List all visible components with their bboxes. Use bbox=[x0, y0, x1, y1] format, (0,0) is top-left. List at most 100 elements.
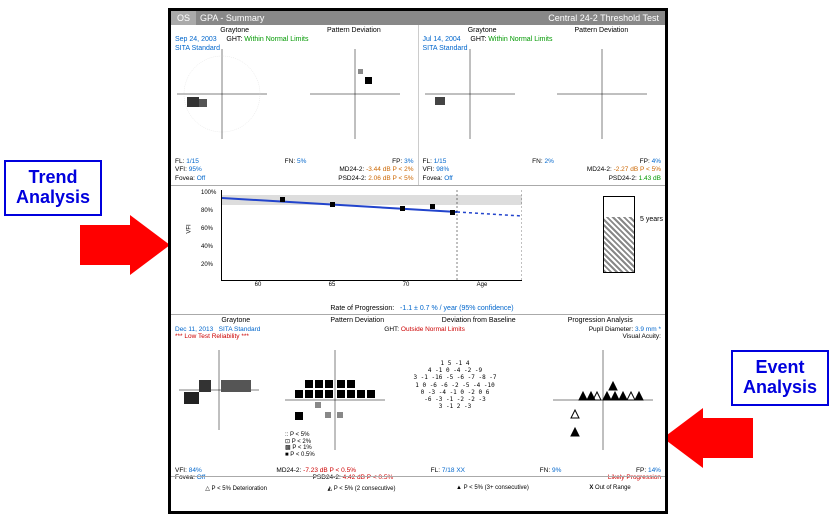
bt-pupil-l: Pupil Diameter: bbox=[589, 326, 633, 333]
bc3: Progression Analysis bbox=[540, 317, 662, 324]
trend-analysis-callout: Trend Analysis bbox=[4, 160, 102, 216]
p2-fl: 1/15 bbox=[434, 158, 447, 165]
trend-label-2: Analysis bbox=[16, 187, 90, 207]
p1-fp-l: FP: bbox=[392, 158, 402, 165]
leg-oor: Out of Range bbox=[595, 485, 631, 491]
five-year-hatch bbox=[604, 217, 634, 272]
deviation-from-baseline: 1 5 -1 4 4 -1 0 -4 -2 -9 3 -1 -16 -5 -6 … bbox=[405, 360, 505, 410]
event-arrow-icon bbox=[663, 408, 753, 468]
bt-vfi-l: VFI: bbox=[175, 467, 187, 474]
p1-fov: Off bbox=[197, 175, 206, 182]
header-test-type: Central 24-2 Threshold Test bbox=[548, 13, 665, 23]
xt3: Age bbox=[477, 282, 488, 288]
leg-d: P < 5% Deterioration bbox=[212, 486, 267, 492]
baseline-panel-1: Graytone Pattern Deviation Sep 24, 2003 … bbox=[171, 25, 419, 185]
baseline-section: Graytone Pattern Deviation Sep 24, 2003 … bbox=[171, 25, 665, 185]
p2-fp: 4% bbox=[652, 158, 661, 165]
bt-vfi: 84% bbox=[189, 467, 202, 474]
trend-xaxis: 60 65 70 Age bbox=[221, 282, 521, 288]
panel2-col-headers: Graytone Pattern Deviation bbox=[423, 27, 662, 34]
p1-fn: 5% bbox=[297, 158, 306, 165]
dr4: 0 -3 -4 -1 0 -2 0 6 bbox=[405, 389, 505, 396]
panel1-ght: Within Normal Limits bbox=[244, 36, 308, 43]
panel2-ght-label: GHT: bbox=[470, 36, 486, 43]
p2-fn-l: FN: bbox=[532, 158, 542, 165]
p1-md-l: MD24-2: bbox=[339, 166, 364, 173]
bt-date: Dec 11, 2013 bbox=[175, 326, 213, 333]
p1-vfi-l: VFI: bbox=[175, 166, 187, 173]
pl1: ⊡ P < 2% bbox=[285, 439, 315, 446]
panel2-stats: FL: 1/15 FN: 2% FP: 4% VFI: 98% MD24-2: … bbox=[423, 158, 662, 183]
rop-v: -1.1 ± 0.7 % / year (95% confidence) bbox=[400, 305, 514, 312]
panel1-col-headers: Graytone Pattern Deviation bbox=[175, 27, 414, 34]
panel2-col2: Pattern Deviation bbox=[542, 27, 661, 34]
legend-row: △ P < 5% Deterioration ◭ P < 5% (2 conse… bbox=[171, 476, 665, 499]
leg-c3: P < 5% (3+ consecutive) bbox=[464, 485, 529, 491]
xt0: 60 bbox=[255, 282, 262, 288]
xt2: 70 bbox=[403, 282, 410, 288]
panel2-col1: Graytone bbox=[423, 27, 542, 34]
bt-fp: 14% bbox=[648, 467, 661, 474]
gpa-summary-report: OS GPA - Summary Central 24-2 Threshold … bbox=[168, 8, 668, 514]
leg-c2: P < 5% (2 consecutive) bbox=[334, 486, 396, 492]
pl2: ▩ P < 1% bbox=[285, 445, 315, 452]
header-title: GPA - Summary bbox=[200, 13, 548, 23]
yt4: 20% bbox=[201, 262, 216, 280]
bt-ght-l: GHT: bbox=[384, 326, 399, 333]
leg-hs: ◭ bbox=[327, 486, 332, 492]
trend-arrow-icon bbox=[80, 215, 170, 275]
p1-fl-l: FL: bbox=[175, 158, 184, 165]
panel1-pattern-deviation bbox=[310, 49, 400, 139]
header-bar: OS GPA - Summary Central 24-2 Threshold … bbox=[171, 11, 665, 25]
p1-fp: 3% bbox=[404, 158, 413, 165]
followup-greytone bbox=[179, 350, 259, 430]
p2-fn: 2% bbox=[544, 158, 553, 165]
followup-section: Graytone Pattern Deviation Deviation fro… bbox=[171, 315, 665, 499]
p1-fn-l: FN: bbox=[285, 158, 295, 165]
panel1-col1: Graytone bbox=[175, 27, 294, 34]
bt-md: -7.23 dB P < 0.5% bbox=[303, 467, 356, 474]
leg-fs: ▲ bbox=[456, 485, 462, 491]
bt-sita: SITA Standard bbox=[219, 326, 261, 333]
five-year-label: 5 years bbox=[640, 216, 663, 223]
p2-vfi: 98% bbox=[436, 166, 449, 173]
p2-md-l: MD24-2: bbox=[587, 166, 612, 173]
panel1-date: Sep 24, 2003 bbox=[175, 36, 217, 43]
event-analysis-callout: Event Analysis bbox=[731, 350, 829, 406]
trend-ylabel: VFI bbox=[187, 224, 193, 233]
yt0: 100% bbox=[201, 190, 216, 208]
p1-psd-l: PSD24-2: bbox=[338, 175, 366, 182]
bt-va: Visual Acuity: bbox=[622, 333, 661, 340]
panel1-stats: FL: 1/15 FN: 5% FP: 3% VFI: 95% MD24-2: … bbox=[175, 158, 414, 183]
panel2-greytone-plot bbox=[425, 49, 515, 139]
xt1: 65 bbox=[329, 282, 336, 288]
p2-psd-l: PSD24-2: bbox=[609, 175, 637, 182]
os-tag: OS bbox=[171, 11, 196, 25]
trend-chart bbox=[221, 190, 522, 281]
bt-md-l: MD24-2: bbox=[276, 467, 301, 474]
bt-pupil: 3.9 mm * bbox=[635, 326, 661, 333]
yt1: 80% bbox=[201, 208, 216, 226]
bt-fp-l: FP: bbox=[636, 467, 646, 474]
p2-fp-l: FP: bbox=[640, 158, 650, 165]
bt-ght: Outside Normal Limits bbox=[401, 326, 465, 333]
dr2: 3 -1 -16 -5 -6 -7 -8 -7 bbox=[405, 374, 505, 381]
baseline-panel-2: Graytone Pattern Deviation Jul 14, 2004 … bbox=[419, 25, 666, 185]
bottom-col-headers: Graytone Pattern Deviation Deviation fro… bbox=[175, 317, 661, 324]
dr0: 1 5 -1 4 bbox=[405, 360, 505, 367]
p1-fov-l: Fovea: bbox=[175, 175, 195, 182]
panel2-ght: Within Normal Limits bbox=[488, 36, 552, 43]
dr5: -6 -3 -1 -2 -2 -3 bbox=[405, 396, 505, 403]
progression-analysis-plot bbox=[553, 350, 653, 450]
event-label-1: Event bbox=[755, 357, 804, 377]
p2-fov: Off bbox=[444, 175, 453, 182]
p2-md: -2.27 dB P < 5% bbox=[614, 166, 661, 173]
p1-md: -3.44 dB P < 2% bbox=[366, 166, 413, 173]
trend-yaxis: 100% 80% 60% 40% 20% bbox=[201, 190, 216, 280]
bt-fn: 9% bbox=[552, 467, 561, 474]
bc2: Deviation from Baseline bbox=[418, 317, 540, 324]
dr6: 3 -1 2 -3 bbox=[405, 403, 505, 410]
event-label-2: Analysis bbox=[743, 377, 817, 397]
dr3: 1 0 -6 -6 -2 -5 -4 -10 bbox=[405, 382, 505, 389]
bt-fl: 7/18 XX bbox=[442, 467, 465, 474]
